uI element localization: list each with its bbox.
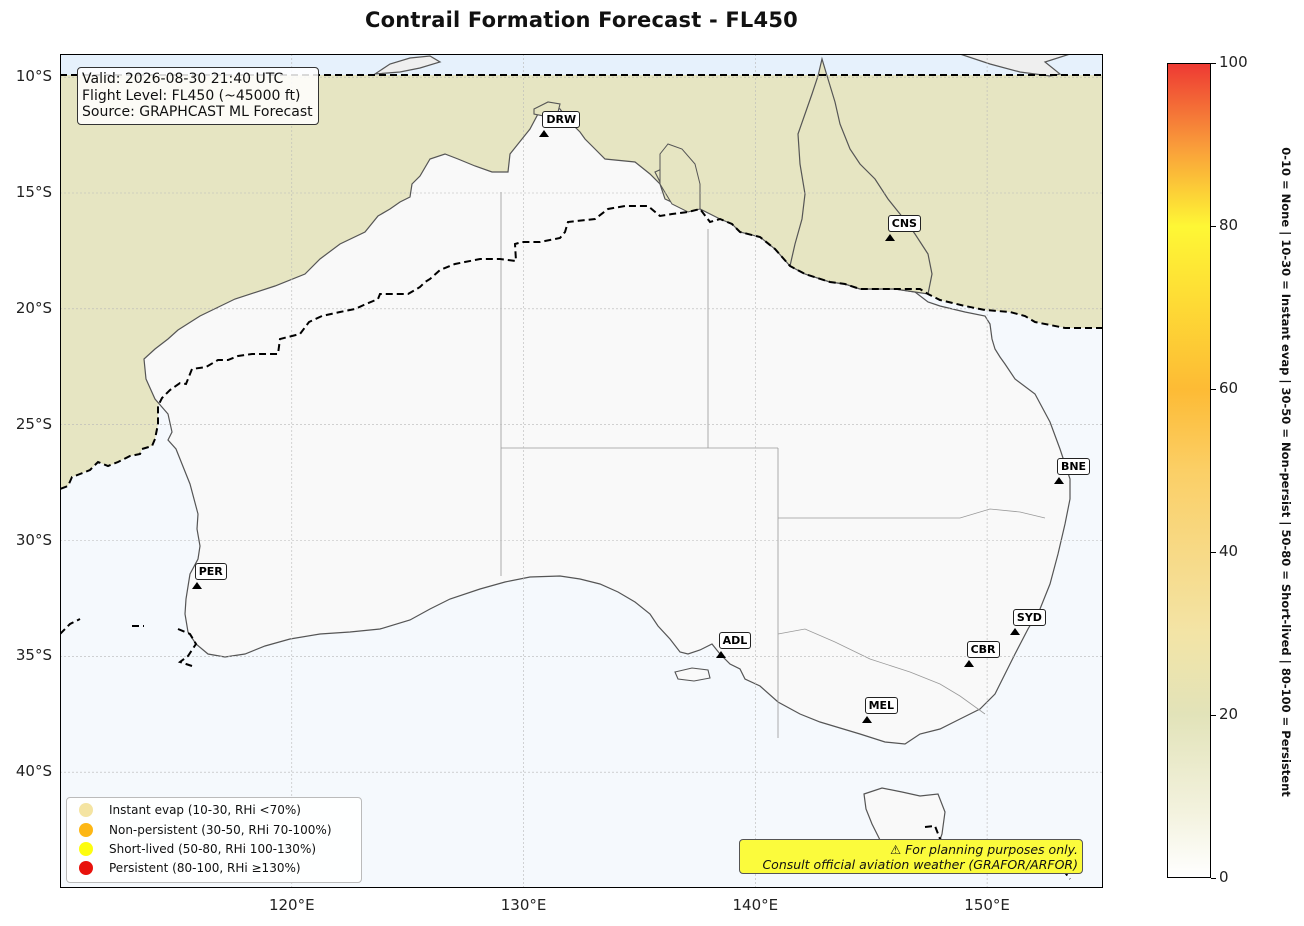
airport-marker-icon[interactable] bbox=[191, 581, 202, 589]
airport-marker-icon[interactable] bbox=[539, 129, 550, 137]
legend-label: Instant evap (10-30, RHi <70%) bbox=[109, 803, 301, 817]
airport-label-syd[interactable]: SYD bbox=[1012, 608, 1046, 626]
airport-marker-icon[interactable] bbox=[884, 234, 895, 242]
airport-label-bne[interactable]: BNE bbox=[1056, 458, 1091, 476]
map-frame[interactable] bbox=[60, 54, 1103, 888]
legend-label: Short-lived (50-80, RHi 100-130%) bbox=[109, 842, 317, 856]
colorbar bbox=[1167, 63, 1211, 878]
map-canvas[interactable] bbox=[60, 54, 1103, 888]
disclaimer-line-2: Consult official aviation weather (GRAFO… bbox=[762, 857, 1078, 872]
colorbar-tick-label: 100 bbox=[1219, 53, 1248, 71]
lat-tick-label: 10°S bbox=[15, 67, 52, 86]
colorbar-tick-mark bbox=[1211, 714, 1216, 716]
legend-item-short-lived: Short-lived (50-80, RHi 100-130%) bbox=[79, 840, 316, 858]
lon-tick-label: 130°E bbox=[500, 896, 547, 914]
legend-label: Persistent (80-100, RHi ≥130%) bbox=[109, 861, 301, 875]
colorbar-tick-label: 0 bbox=[1219, 868, 1229, 886]
north-ocean-band bbox=[60, 54, 1103, 75]
chart-title: Contrail Formation Forecast - FL450 bbox=[365, 8, 798, 32]
colorbar-tick-label: 60 bbox=[1219, 379, 1239, 397]
gulf-of-carpentaria bbox=[659, 143, 701, 213]
lat-tick-label: 15°S bbox=[15, 183, 52, 201]
airport-marker-icon[interactable] bbox=[963, 660, 974, 668]
lon-tick-label: 140°E bbox=[732, 896, 779, 914]
colorbar-tick-mark bbox=[1211, 62, 1216, 64]
airport-label-mel[interactable]: MEL bbox=[864, 696, 899, 714]
risk-boundary-contour-sw bbox=[60, 618, 198, 667]
airport-label-cns[interactable]: CNS bbox=[887, 215, 921, 233]
lat-tick-label: 25°S bbox=[15, 414, 52, 433]
airport-marker-icon[interactable] bbox=[861, 715, 872, 723]
colorbar-caption: 0-10 = None | 10-30 = Instant evap | 30-… bbox=[1279, 147, 1293, 797]
colorbar-tick-mark bbox=[1211, 225, 1216, 227]
airport-marker-icon[interactable] bbox=[1009, 627, 1020, 635]
airport-label-drw[interactable]: DRW bbox=[542, 110, 581, 128]
disclaimer-line-1: ⚠ For planning purposes only. bbox=[890, 842, 1078, 857]
colorbar-tick-mark bbox=[1211, 388, 1216, 390]
legend-swatch bbox=[79, 823, 93, 837]
valid-time: Valid: 2026-08-30 21:40 UTC bbox=[82, 71, 284, 87]
colorbar-tick-mark bbox=[1211, 877, 1216, 879]
legend-swatch bbox=[79, 803, 93, 817]
legend-item-instant-evap: Instant evap (10-30, RHi <70%) bbox=[79, 801, 301, 819]
colorbar-tick-mark bbox=[1211, 551, 1216, 553]
kangaroo-island bbox=[674, 667, 711, 682]
legend-swatch bbox=[79, 861, 93, 875]
lat-tick-label: 30°S bbox=[15, 530, 52, 549]
airport-marker-icon[interactable] bbox=[715, 651, 726, 659]
lat-tick-label: 40°S bbox=[15, 762, 52, 781]
airport-label-cbr[interactable]: CBR bbox=[966, 641, 1000, 659]
legend: Instant evap (10-30, RHi <70%) Non-persi… bbox=[66, 797, 362, 883]
colorbar-tick-label: 40 bbox=[1219, 542, 1239, 560]
state-borders bbox=[500, 192, 1046, 738]
flight-level: Flight Level: FL450 (~45000 ft) bbox=[82, 87, 301, 104]
lat-tick-label: 35°S bbox=[15, 646, 52, 665]
disclaimer-box: ⚠ For planning purposes only. Consult of… bbox=[739, 839, 1083, 874]
airport-label-adl[interactable]: ADL bbox=[718, 632, 752, 650]
airport-marker-icon[interactable] bbox=[1053, 477, 1064, 485]
lat-tick-label: 20°S bbox=[15, 298, 52, 317]
lon-tick-label: 150°E bbox=[964, 896, 1010, 914]
colorbar-tick-label: 80 bbox=[1219, 216, 1239, 234]
timor bbox=[372, 55, 442, 75]
legend-swatch bbox=[79, 842, 93, 856]
risk-boundary-contour-main bbox=[60, 205, 1103, 490]
legend-item-non-persistent: Non-persistent (30-50, RHi 70-100%) bbox=[79, 821, 332, 839]
forecast-info-box: Valid: 2026-08-30 21:40 UTC Flight Level… bbox=[77, 67, 319, 125]
data-source: Source: GRAPHCAST ML Forecast bbox=[82, 104, 313, 120]
airport-label-per[interactable]: PER bbox=[194, 562, 227, 580]
legend-label: Non-persistent (30-50, RHi 70-100%) bbox=[109, 823, 332, 837]
risk-boundary-contour-tas bbox=[924, 824, 1071, 880]
lon-tick-label: 120°E bbox=[268, 896, 315, 914]
legend-item-persistent: Persistent (80-100, RHi ≥130%) bbox=[79, 859, 301, 877]
colorbar-tick-label: 20 bbox=[1219, 705, 1239, 723]
gridlines bbox=[60, 54, 1103, 888]
